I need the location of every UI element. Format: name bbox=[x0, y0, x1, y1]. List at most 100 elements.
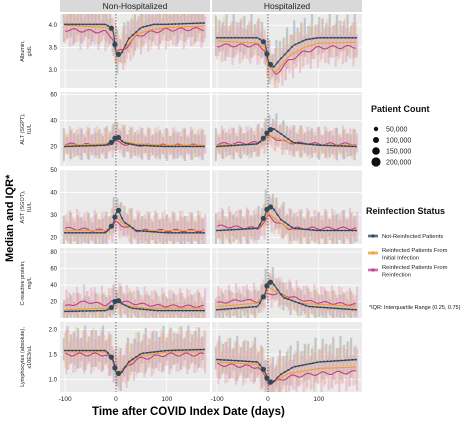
data-point bbox=[354, 229, 357, 232]
data-point bbox=[340, 145, 343, 148]
data-point bbox=[219, 145, 222, 148]
data-point bbox=[315, 361, 318, 364]
data-point bbox=[74, 145, 77, 148]
data-point bbox=[329, 360, 332, 363]
data-point bbox=[167, 309, 170, 312]
data-point bbox=[276, 130, 279, 133]
data-point bbox=[156, 145, 159, 148]
data-point bbox=[153, 144, 156, 147]
data-point bbox=[340, 359, 343, 362]
data-point bbox=[308, 143, 311, 146]
y-tick-label: 3.0 bbox=[49, 68, 58, 74]
panel-background bbox=[212, 92, 362, 166]
data-point bbox=[264, 283, 270, 289]
data-point bbox=[290, 299, 293, 302]
data-point bbox=[308, 362, 311, 365]
data-point bbox=[260, 215, 266, 222]
y-tick-label: 40 bbox=[50, 119, 57, 125]
data-point bbox=[138, 144, 141, 147]
data-point bbox=[188, 309, 191, 312]
data-point bbox=[258, 363, 261, 366]
data-point bbox=[258, 140, 261, 143]
data-point bbox=[112, 41, 118, 48]
y-axis-title: Median and IQR* bbox=[4, 174, 16, 262]
data-point bbox=[230, 36, 233, 39]
data-point bbox=[185, 145, 188, 148]
data-point bbox=[153, 23, 156, 26]
row-label: x10E3/uL bbox=[27, 345, 33, 368]
status-legend-label: Initial Infection bbox=[382, 256, 419, 262]
data-point bbox=[195, 22, 198, 25]
data-point bbox=[103, 23, 106, 26]
panel-background bbox=[212, 248, 362, 318]
data-point bbox=[64, 349, 67, 352]
data-point bbox=[333, 229, 336, 232]
data-point bbox=[163, 231, 166, 234]
data-point bbox=[177, 145, 180, 148]
data-point bbox=[108, 25, 114, 31]
data-point bbox=[67, 145, 70, 148]
y-tick-label: 50 bbox=[50, 168, 57, 174]
data-point bbox=[185, 22, 188, 25]
data-point bbox=[115, 51, 122, 57]
data-point bbox=[340, 36, 343, 39]
data-point bbox=[267, 204, 274, 210]
x-tick-label: 100 bbox=[313, 396, 324, 403]
data-point bbox=[326, 306, 329, 309]
data-point bbox=[329, 229, 332, 232]
data-point bbox=[170, 349, 173, 352]
data-point bbox=[344, 36, 347, 39]
x-tick-label: 100 bbox=[161, 396, 172, 403]
data-point bbox=[290, 46, 293, 49]
data-point bbox=[319, 229, 322, 232]
data-point bbox=[315, 306, 318, 309]
data-point bbox=[344, 229, 347, 232]
data-point bbox=[315, 37, 318, 40]
data-point bbox=[71, 310, 74, 313]
data-point bbox=[131, 358, 134, 361]
data-point bbox=[294, 43, 297, 46]
data-point bbox=[337, 307, 340, 310]
data-point bbox=[294, 141, 297, 144]
status-legend-label: Reinfected Patients From bbox=[382, 248, 448, 254]
data-point bbox=[89, 309, 91, 312]
data-point bbox=[92, 144, 95, 147]
data-point bbox=[64, 310, 67, 313]
data-point bbox=[145, 308, 148, 311]
data-point bbox=[71, 23, 74, 26]
data-point bbox=[264, 130, 270, 136]
data-point bbox=[192, 22, 195, 25]
data-point bbox=[273, 380, 276, 382]
data-point bbox=[226, 228, 229, 231]
data-point bbox=[248, 360, 251, 363]
data-point bbox=[308, 228, 311, 231]
data-point bbox=[290, 366, 293, 369]
data-point bbox=[216, 229, 219, 232]
data-point bbox=[248, 143, 251, 146]
data-point bbox=[124, 304, 127, 307]
data-point bbox=[163, 309, 166, 312]
row-label: AST (SGOT), bbox=[20, 190, 26, 223]
data-point bbox=[305, 38, 308, 41]
data-point bbox=[287, 49, 290, 52]
data-point bbox=[177, 22, 180, 25]
panel-background bbox=[212, 322, 362, 392]
data-point bbox=[115, 298, 122, 304]
data-point bbox=[96, 231, 99, 234]
data-point bbox=[219, 308, 222, 311]
y-tick-label: 20 bbox=[50, 145, 57, 151]
data-point bbox=[223, 358, 226, 361]
data-point bbox=[219, 358, 222, 361]
data-point bbox=[124, 142, 127, 145]
data-point bbox=[283, 221, 286, 224]
data-point bbox=[255, 305, 258, 308]
data-point bbox=[195, 309, 198, 312]
data-point bbox=[106, 229, 109, 232]
data-point bbox=[273, 208, 276, 211]
data-point bbox=[233, 36, 236, 39]
data-point bbox=[138, 27, 141, 30]
data-point bbox=[112, 365, 118, 371]
series-line bbox=[217, 40, 356, 73]
data-point bbox=[149, 351, 152, 354]
data-point bbox=[354, 36, 357, 39]
